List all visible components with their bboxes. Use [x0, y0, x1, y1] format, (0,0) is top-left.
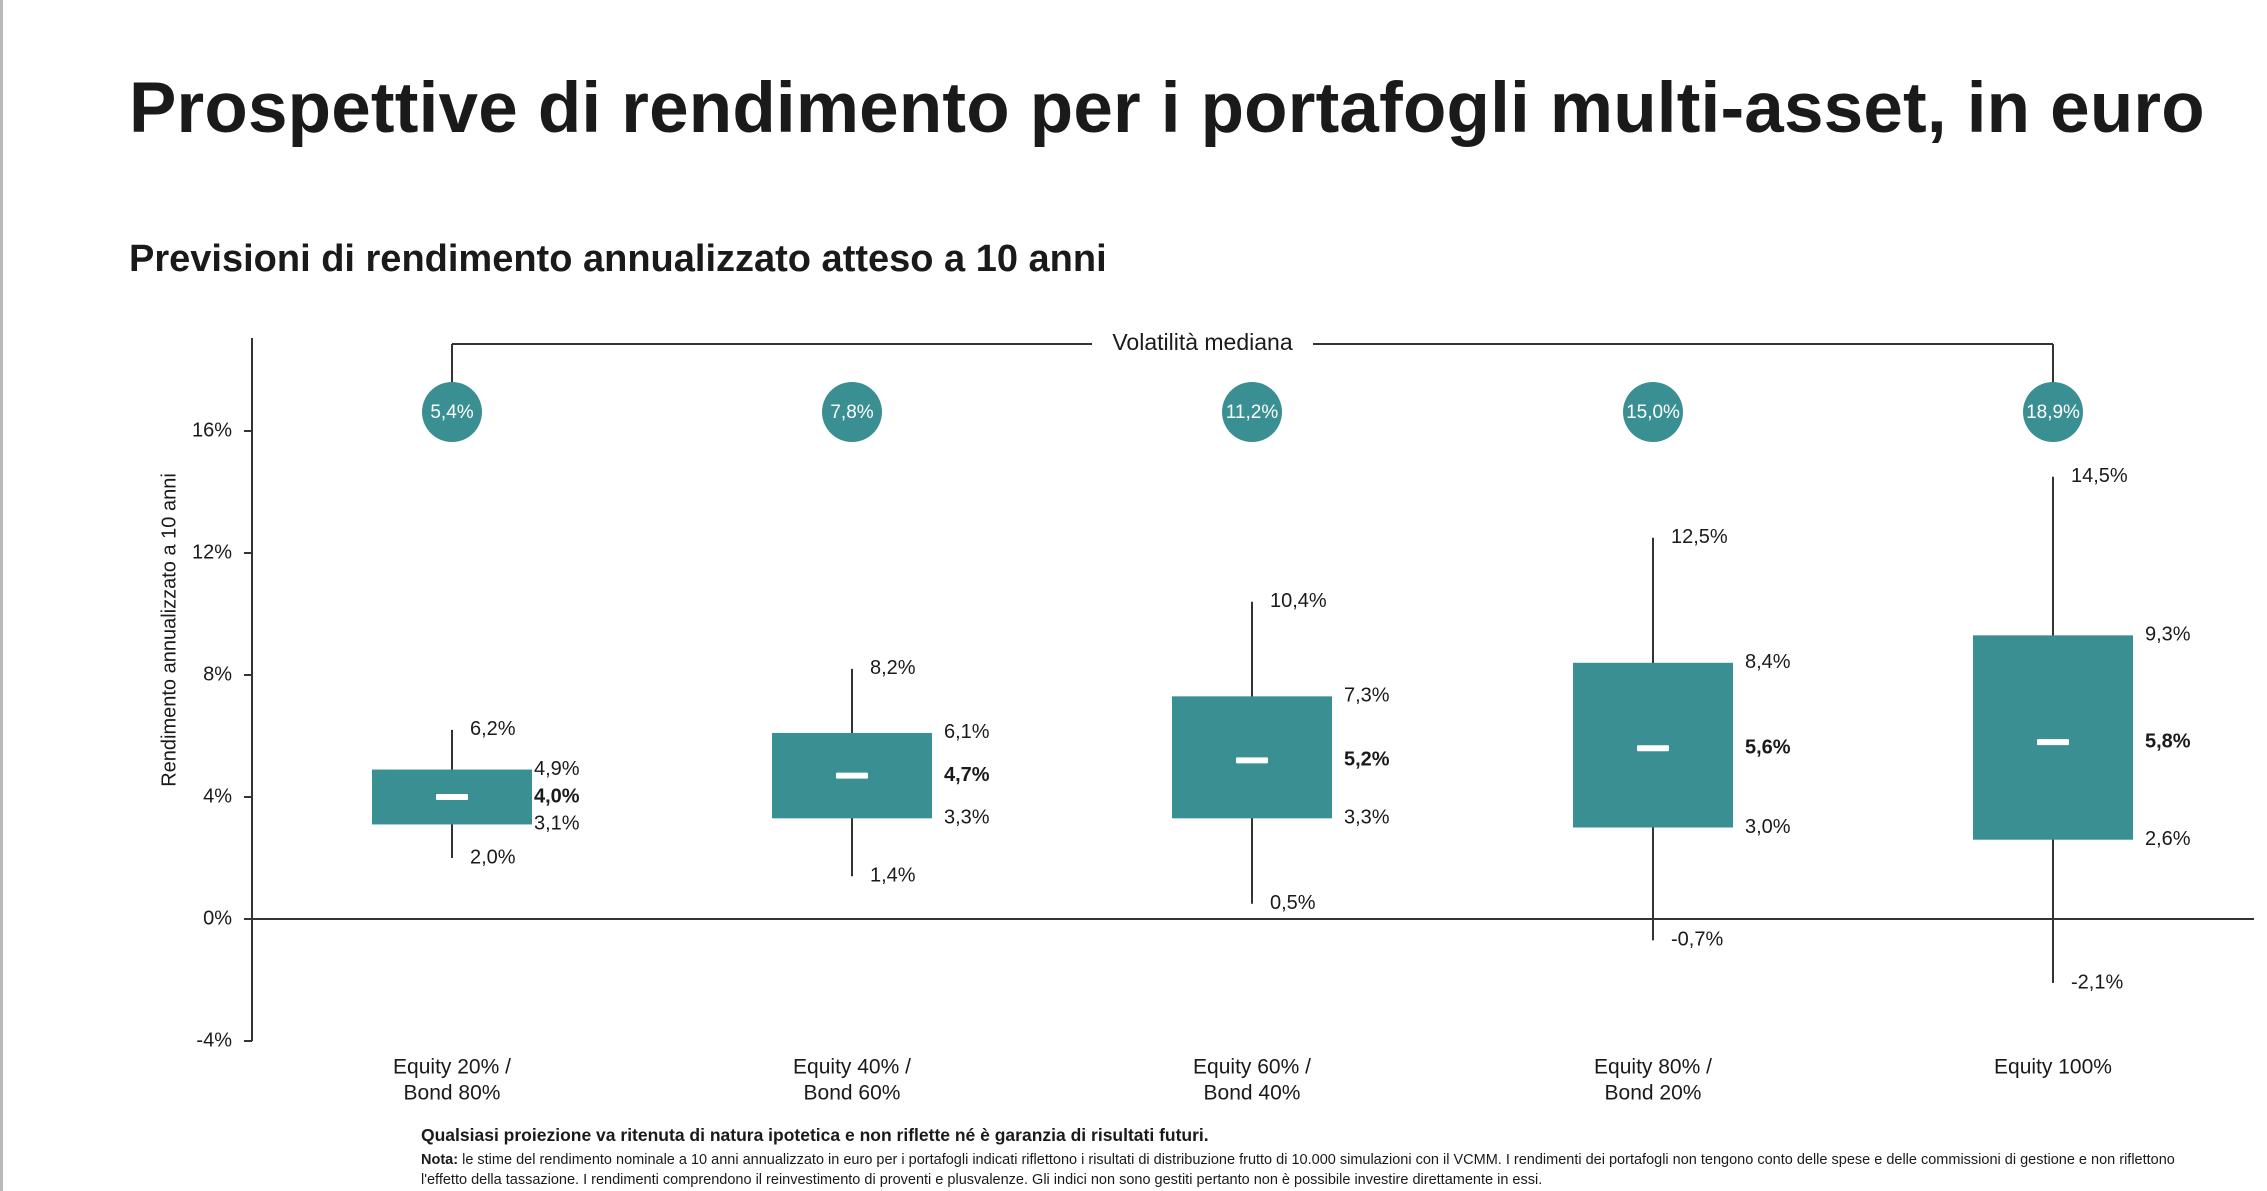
volatility-label: 5,4%	[430, 402, 473, 423]
category-label: Bond 40%	[1204, 1082, 1301, 1105]
volatility-circle	[822, 382, 882, 442]
category-label: Bond 60%	[804, 1082, 901, 1105]
whisker-high-label: 10,4%	[1270, 590, 1327, 612]
volatility-circle	[422, 382, 482, 442]
q1-label: 3,0%	[1745, 816, 1791, 838]
median-label: 4,7%	[944, 764, 990, 786]
category-label: Equity 40% /	[793, 1056, 911, 1079]
footer: Qualsiasi proiezione va ritenuta di natu…	[421, 1125, 2221, 1190]
median-label: 5,6%	[1745, 736, 1791, 758]
iqr-box	[1573, 662, 1733, 828]
y-tick-label: 12%	[192, 541, 232, 563]
whisker-high-label: 14,5%	[2071, 465, 2128, 487]
volatility-circle	[1623, 382, 1683, 442]
median-label: 5,8%	[2145, 730, 2191, 752]
median-marker	[836, 772, 868, 779]
q1-label: 3,1%	[534, 813, 580, 835]
y-tick-label: 16%	[192, 419, 232, 441]
q1-label: 3,3%	[1344, 807, 1390, 829]
y-tick-label: 4%	[203, 785, 232, 807]
whisker-low-label: -0,7%	[1671, 929, 1723, 951]
whisker-low-label: 0,5%	[1270, 892, 1316, 914]
median-label: 4,0%	[534, 785, 580, 807]
volatility-label: 11,2%	[1226, 402, 1279, 423]
whisker-high-label: 6,2%	[470, 718, 516, 740]
volatility-label: 18,9%	[2026, 402, 2080, 423]
volatility-label: 7,8%	[830, 402, 873, 423]
chart-subtitle: Previsioni di rendimento annualizzato at…	[129, 238, 1107, 280]
median-label: 5,2%	[1344, 749, 1390, 771]
left-edge-rule	[0, 0, 3, 1191]
median-marker	[2037, 739, 2069, 746]
note-body: le stime del rendimento nominale a 10 an…	[421, 1152, 2175, 1188]
volatility-circle	[1222, 382, 1282, 442]
page-title: Prospettive di rendimento per i portafog…	[129, 69, 2205, 148]
q3-label: 4,9%	[534, 758, 580, 780]
y-axis-label: Rendimento annualizzato a 10 anni	[158, 473, 180, 787]
q1-label: 3,3%	[944, 807, 990, 829]
median-marker	[1637, 745, 1669, 752]
category-label: Bond 20%	[1605, 1082, 1702, 1105]
whisker-low-label: 2,0%	[470, 846, 516, 868]
category-label: Equity 20% /	[393, 1056, 511, 1079]
disclaimer-text: Qualsiasi proiezione va ritenuta di natu…	[421, 1125, 1209, 1145]
median-marker	[1236, 757, 1268, 764]
volatility-label: 15,0%	[1626, 402, 1680, 423]
category-label: Equity 100%	[1994, 1056, 2112, 1079]
whisker-high-label: 8,2%	[870, 657, 916, 679]
median-marker	[436, 794, 468, 800]
volatility-circle	[2023, 382, 2083, 442]
y-tick-label: 0%	[203, 907, 232, 929]
q3-label: 7,3%	[1344, 685, 1390, 707]
q1-label: 2,6%	[2145, 828, 2191, 850]
category-label: Bond 80%	[404, 1082, 501, 1105]
whisker-low-label: -2,1%	[2071, 971, 2123, 993]
iqr-box	[1973, 635, 2133, 840]
q3-label: 9,3%	[2145, 624, 2191, 646]
category-label: Equity 80% /	[1594, 1056, 1712, 1079]
bracket-label: Volatilità mediana	[1112, 329, 1292, 355]
y-tick-label: 8%	[203, 663, 232, 685]
note-label: Nota:	[421, 1152, 459, 1168]
iqr-box	[1172, 696, 1332, 819]
note-text: Nota: le stime del rendimento nominale a…	[421, 1150, 2221, 1190]
q3-label: 8,4%	[1745, 651, 1791, 673]
q3-label: 6,1%	[944, 721, 990, 743]
y-tick-label: -4%	[196, 1029, 232, 1051]
category-label: Equity 60% /	[1193, 1056, 1311, 1079]
whisker-low-label: 1,4%	[870, 865, 916, 887]
whisker-high-label: 12,5%	[1671, 526, 1728, 548]
